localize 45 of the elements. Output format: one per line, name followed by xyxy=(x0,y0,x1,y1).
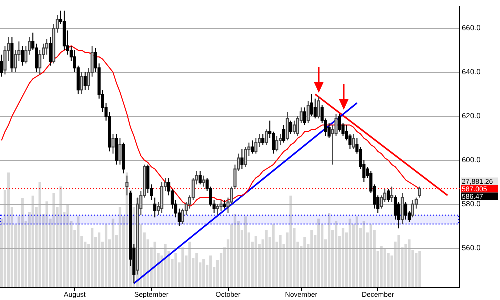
bar xyxy=(234,214,237,288)
bar xyxy=(334,221,338,288)
bar xyxy=(60,186,62,288)
bar xyxy=(77,216,80,288)
bar xyxy=(380,246,383,288)
bar xyxy=(318,218,320,288)
bar xyxy=(104,224,108,288)
bar xyxy=(7,172,10,288)
bar xyxy=(112,218,115,288)
bar xyxy=(387,253,390,288)
bar xyxy=(272,224,275,288)
bar xyxy=(415,253,418,288)
bar xyxy=(174,253,178,288)
bar xyxy=(356,216,359,288)
bar xyxy=(164,244,167,288)
bar xyxy=(182,248,184,288)
bar xyxy=(91,228,94,288)
bar xyxy=(408,240,411,288)
bar xyxy=(196,253,198,288)
bar xyxy=(188,242,192,288)
bar xyxy=(32,196,34,288)
bar xyxy=(210,256,212,288)
bar xyxy=(418,251,422,288)
bar xyxy=(342,228,345,288)
bar xyxy=(328,213,331,288)
bar xyxy=(244,216,247,288)
bar xyxy=(118,207,122,288)
bar xyxy=(38,182,42,288)
bar xyxy=(384,248,386,288)
bar xyxy=(290,196,292,288)
bar xyxy=(362,221,366,288)
bar xyxy=(310,230,314,288)
bar xyxy=(254,236,258,288)
bar xyxy=(265,230,268,288)
bar xyxy=(21,198,24,288)
bar xyxy=(66,205,70,288)
bar xyxy=(202,259,206,288)
bar xyxy=(52,194,56,288)
bar xyxy=(348,218,352,288)
bar xyxy=(304,237,306,288)
bar xyxy=(98,232,101,288)
bar xyxy=(398,235,400,288)
bar xyxy=(279,235,282,288)
bar xyxy=(46,202,48,288)
bar xyxy=(370,224,372,288)
